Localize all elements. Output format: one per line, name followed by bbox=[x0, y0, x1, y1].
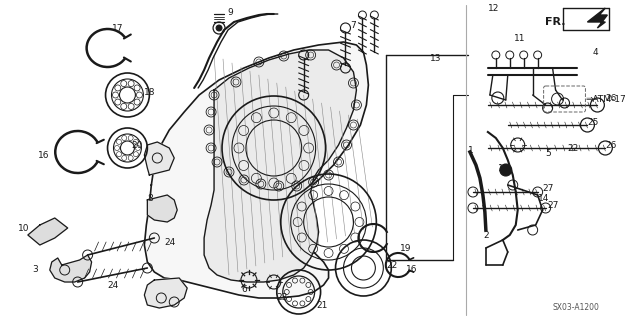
Text: 7: 7 bbox=[350, 20, 356, 29]
Polygon shape bbox=[147, 195, 177, 222]
Text: 26: 26 bbox=[605, 93, 617, 102]
Text: 27: 27 bbox=[543, 183, 554, 193]
Text: 24: 24 bbox=[164, 237, 176, 246]
Text: 22: 22 bbox=[386, 260, 397, 269]
Text: 5: 5 bbox=[546, 148, 552, 157]
Polygon shape bbox=[145, 278, 187, 308]
Text: 23: 23 bbox=[277, 293, 288, 302]
Polygon shape bbox=[28, 218, 68, 245]
Text: 11: 11 bbox=[514, 34, 526, 43]
Text: 15: 15 bbox=[498, 164, 510, 172]
Text: 27: 27 bbox=[548, 201, 559, 210]
Text: 13: 13 bbox=[430, 53, 441, 62]
Text: 1: 1 bbox=[468, 146, 474, 155]
Text: 24: 24 bbox=[108, 281, 118, 290]
Polygon shape bbox=[587, 8, 607, 28]
Text: 9: 9 bbox=[227, 7, 233, 17]
Text: 2: 2 bbox=[483, 230, 489, 239]
Text: 17: 17 bbox=[111, 23, 123, 33]
Text: 26: 26 bbox=[605, 140, 617, 149]
Text: 22: 22 bbox=[568, 143, 579, 153]
Text: 19: 19 bbox=[400, 244, 412, 252]
Text: 20: 20 bbox=[131, 140, 143, 149]
Text: 4: 4 bbox=[592, 47, 598, 57]
Text: 21: 21 bbox=[317, 300, 328, 309]
Circle shape bbox=[500, 164, 512, 176]
Text: 10: 10 bbox=[18, 223, 29, 233]
Text: 16: 16 bbox=[38, 150, 49, 159]
Text: 3: 3 bbox=[32, 266, 38, 275]
Text: SX03-A1200: SX03-A1200 bbox=[552, 303, 599, 313]
Text: 25: 25 bbox=[587, 117, 599, 126]
Circle shape bbox=[216, 25, 222, 31]
Text: FR.: FR. bbox=[545, 17, 566, 27]
Polygon shape bbox=[145, 42, 368, 298]
Polygon shape bbox=[204, 50, 357, 282]
Text: 18: 18 bbox=[145, 87, 156, 97]
Text: 16: 16 bbox=[406, 266, 418, 275]
Text: 12: 12 bbox=[488, 4, 499, 12]
Text: 8: 8 bbox=[147, 194, 153, 203]
Text: 6: 6 bbox=[241, 285, 247, 294]
Polygon shape bbox=[145, 142, 175, 175]
Text: ⇒ATM-17: ⇒ATM-17 bbox=[585, 94, 626, 103]
Polygon shape bbox=[50, 255, 92, 282]
Text: 14: 14 bbox=[538, 194, 549, 203]
